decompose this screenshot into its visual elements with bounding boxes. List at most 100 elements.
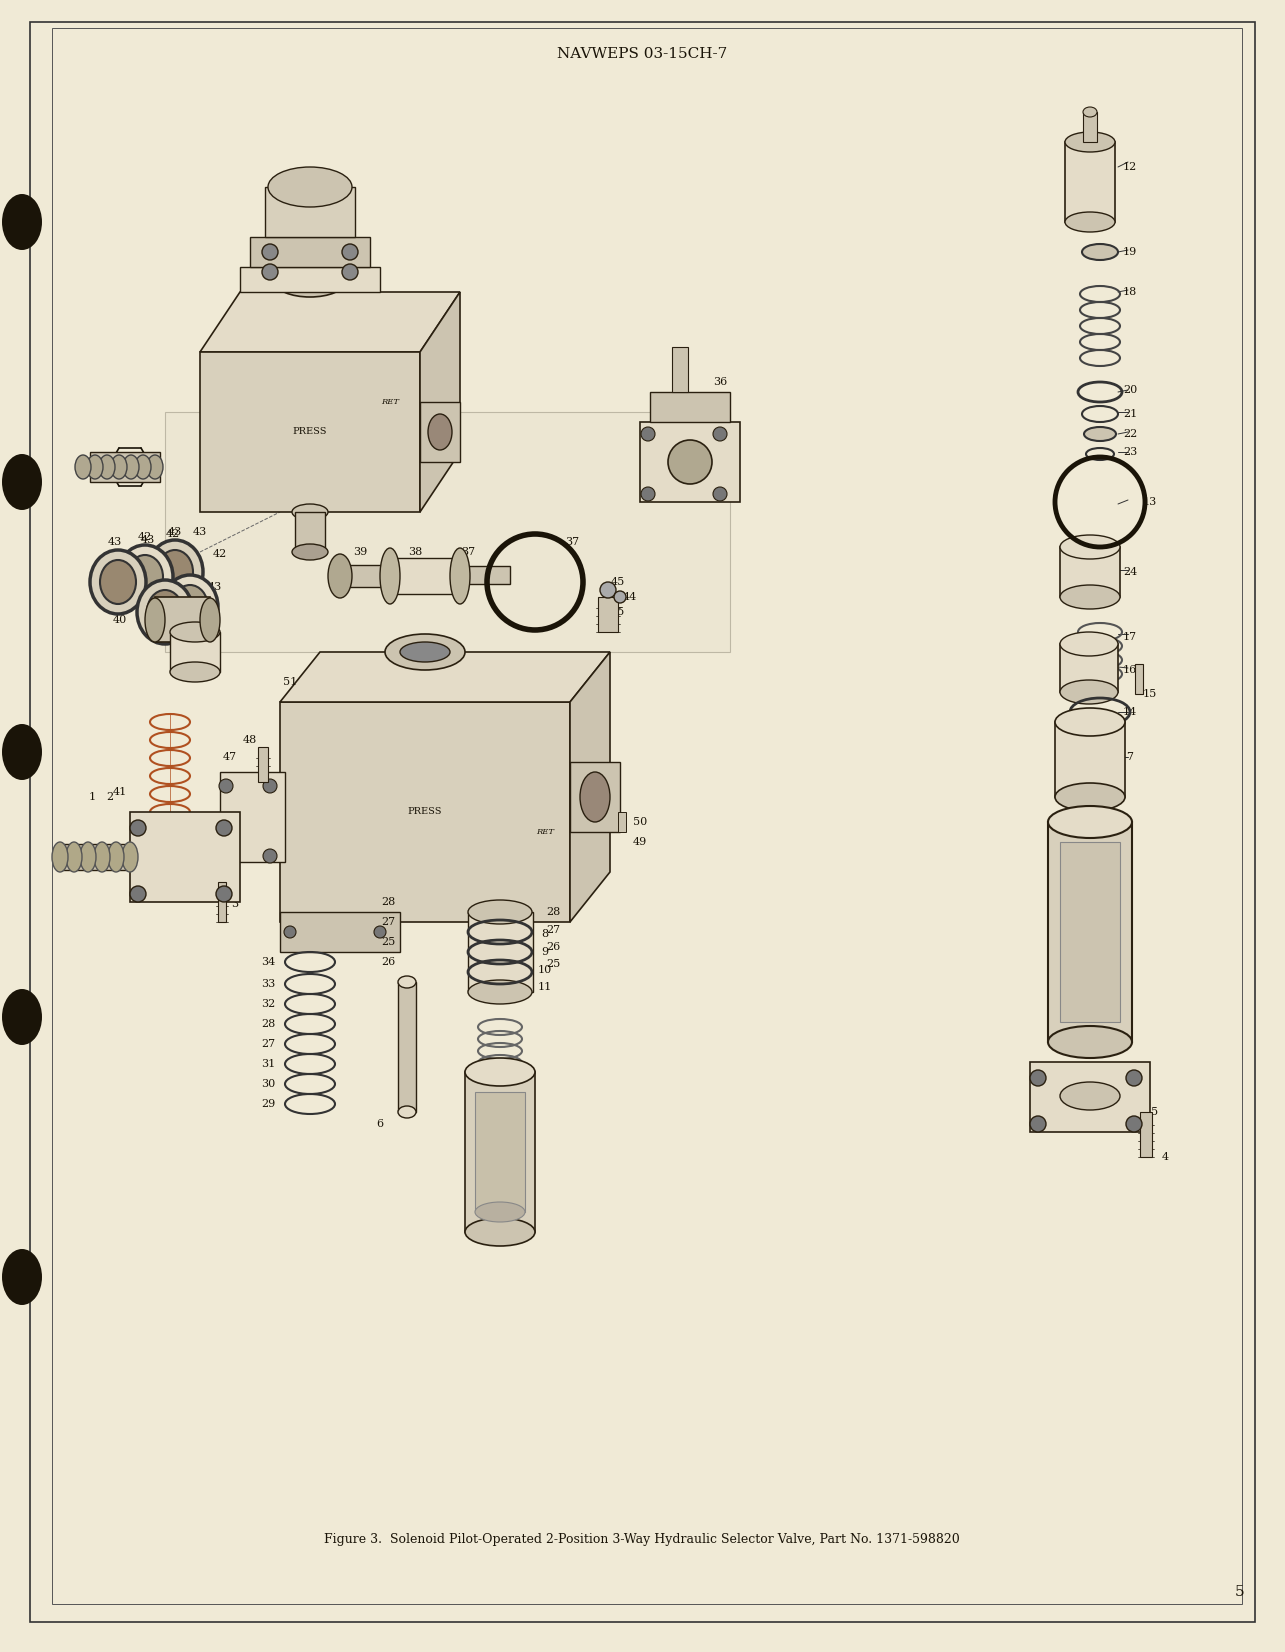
Ellipse shape xyxy=(275,268,344,297)
Bar xyxy=(218,882,226,922)
Text: 31: 31 xyxy=(261,1059,275,1069)
Ellipse shape xyxy=(80,843,96,872)
Text: 45: 45 xyxy=(610,577,625,586)
Bar xyxy=(90,453,161,482)
Text: 46: 46 xyxy=(598,623,612,633)
Ellipse shape xyxy=(1060,585,1121,610)
Text: 36: 36 xyxy=(713,377,727,387)
Bar xyxy=(265,187,355,236)
Ellipse shape xyxy=(1060,535,1121,558)
Ellipse shape xyxy=(1060,681,1118,704)
Text: 45: 45 xyxy=(610,606,625,616)
Text: 1: 1 xyxy=(89,791,95,801)
Bar xyxy=(672,347,687,392)
Ellipse shape xyxy=(1085,426,1115,441)
Bar xyxy=(280,702,571,922)
Text: 11: 11 xyxy=(538,981,553,991)
Text: 47: 47 xyxy=(222,752,236,762)
Bar xyxy=(455,567,510,585)
Ellipse shape xyxy=(90,550,146,615)
Ellipse shape xyxy=(146,454,163,479)
Ellipse shape xyxy=(145,598,164,643)
Ellipse shape xyxy=(3,454,42,510)
Text: 2: 2 xyxy=(107,791,113,801)
Ellipse shape xyxy=(172,585,208,629)
Circle shape xyxy=(1126,1070,1142,1085)
Text: 28: 28 xyxy=(261,1019,275,1029)
Ellipse shape xyxy=(475,1203,526,1222)
Ellipse shape xyxy=(94,843,111,872)
Text: 18: 18 xyxy=(1123,287,1137,297)
Text: 16: 16 xyxy=(1123,666,1137,676)
Ellipse shape xyxy=(1055,783,1124,811)
Ellipse shape xyxy=(428,415,452,449)
Ellipse shape xyxy=(3,193,42,249)
Circle shape xyxy=(342,244,359,259)
Text: 42: 42 xyxy=(213,548,227,558)
Text: 49: 49 xyxy=(634,838,648,847)
Text: 27: 27 xyxy=(261,1039,275,1049)
Text: 44: 44 xyxy=(623,591,637,601)
Bar xyxy=(571,762,619,833)
Text: 25: 25 xyxy=(546,960,560,970)
Text: 22: 22 xyxy=(1123,430,1137,439)
Circle shape xyxy=(216,819,233,836)
Bar xyxy=(1140,1112,1151,1156)
Bar xyxy=(155,596,209,643)
Text: 27: 27 xyxy=(380,917,394,927)
Text: RET: RET xyxy=(536,828,554,836)
Bar xyxy=(1060,843,1121,1023)
Text: 43: 43 xyxy=(141,535,155,545)
Ellipse shape xyxy=(3,724,42,780)
Ellipse shape xyxy=(468,900,532,923)
Text: 32: 32 xyxy=(261,999,275,1009)
Text: 42: 42 xyxy=(166,529,180,539)
Bar xyxy=(650,392,730,421)
Bar xyxy=(1055,722,1124,796)
Text: 17: 17 xyxy=(1123,633,1137,643)
Bar xyxy=(200,352,420,512)
Circle shape xyxy=(614,591,626,603)
Bar xyxy=(1060,547,1121,596)
Ellipse shape xyxy=(122,843,137,872)
Circle shape xyxy=(1031,1117,1046,1132)
Text: 5: 5 xyxy=(1235,1584,1245,1599)
Bar xyxy=(60,844,132,871)
Text: 21: 21 xyxy=(1123,410,1137,420)
Ellipse shape xyxy=(328,553,352,598)
Circle shape xyxy=(1031,1070,1046,1085)
Ellipse shape xyxy=(292,544,328,560)
Text: 23: 23 xyxy=(1123,448,1137,458)
Bar xyxy=(170,633,220,672)
Text: 42: 42 xyxy=(137,532,152,542)
Ellipse shape xyxy=(1083,107,1097,117)
Bar xyxy=(1083,112,1097,142)
Polygon shape xyxy=(280,653,610,702)
Text: 8: 8 xyxy=(541,928,549,938)
Bar xyxy=(618,813,626,833)
Ellipse shape xyxy=(450,548,470,605)
Circle shape xyxy=(374,927,386,938)
Text: 43: 43 xyxy=(188,553,202,563)
Text: 50: 50 xyxy=(634,818,648,828)
Text: 7: 7 xyxy=(1127,752,1133,762)
Bar xyxy=(1031,1062,1150,1132)
Ellipse shape xyxy=(3,1249,42,1305)
Text: 29: 29 xyxy=(261,1099,275,1108)
Ellipse shape xyxy=(398,976,416,988)
Ellipse shape xyxy=(292,504,328,520)
Ellipse shape xyxy=(398,1105,416,1118)
Text: 28: 28 xyxy=(380,897,394,907)
Bar xyxy=(475,1092,526,1213)
Text: 34: 34 xyxy=(261,957,275,966)
Ellipse shape xyxy=(1065,211,1115,231)
Text: 30: 30 xyxy=(261,1079,275,1089)
Circle shape xyxy=(284,927,296,938)
Circle shape xyxy=(600,582,616,598)
Circle shape xyxy=(130,885,146,902)
Ellipse shape xyxy=(135,454,152,479)
Text: 5: 5 xyxy=(1151,1107,1159,1117)
Circle shape xyxy=(262,244,278,259)
Circle shape xyxy=(1126,1117,1142,1132)
Circle shape xyxy=(216,885,233,902)
